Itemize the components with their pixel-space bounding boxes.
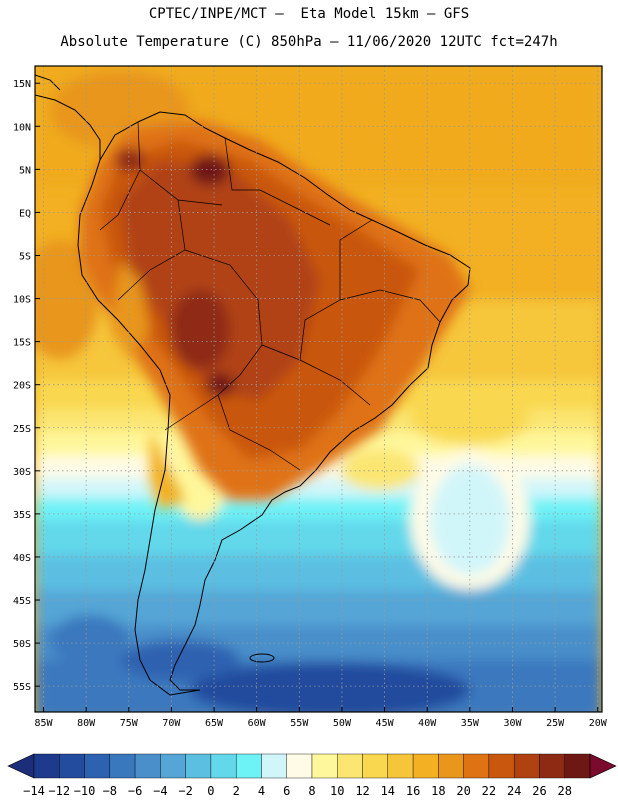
colorbar-label: 28 [558,784,572,798]
colorbar-swatch [438,753,464,779]
colorbar-label: −4 [153,784,167,798]
colorbar-swatch [84,753,111,779]
lon-tick-label: 40W [418,718,437,729]
lon-tick-label: 55W [290,718,309,729]
lon-tick-label: 45W [376,718,395,729]
chart-title-line1: CPTEC/INPE/MCT — Eta Model 15km — GFS [148,6,470,22]
map-frame [34,65,603,713]
lat-tick-label: 25S [13,424,31,435]
colorbar-swatch [362,753,389,779]
lat-tick-label: 10N [13,122,31,133]
colorbar-label: 14 [381,784,395,798]
colorbar-label: 0 [207,784,214,798]
lat-tick-label: 50S [13,639,31,650]
colorbar-swatch [539,753,565,779]
lon-tick-label: 25W [546,718,565,729]
lon-tick-label: 70W [162,718,181,729]
colorbar-swatch [412,753,439,779]
colorbar-swatch [261,753,287,779]
lon-tick-label: 30W [503,718,522,729]
colorbar-label: −8 [103,784,117,798]
colorbar-label: 24 [507,784,521,798]
colorbar-swatch [134,753,161,779]
lon-tick-label: 20W [589,718,608,729]
lat-tick-label: 45S [13,596,31,607]
colorbar-label: 26 [532,784,546,798]
colorbar-swatch [59,753,85,779]
central-america-outline [35,74,101,160]
colorbar-swatch [286,753,313,779]
falkland-islands [249,653,275,663]
colorbar-swatch [463,753,490,779]
colorbar-swatch [387,753,414,779]
lat-tick-label: EQ [19,208,31,219]
lon-tick-label: 35W [461,718,480,729]
colorbar-over-arrow [589,753,617,779]
colorbar-swatch [210,753,237,779]
colorbar-label: 20 [456,784,470,798]
colorbar-under-arrow [7,753,35,779]
lat-tick-label: 55S [13,682,31,693]
temperature-field [35,66,602,712]
lat-tick-label: 15N [13,79,31,90]
latitude-axis: 15N 10N 5N EQ 5S 10S 15S 20S 25S 30S 35S 40S 45S 50S 5… [13,79,40,693]
colorbar-swatch [185,753,212,779]
colorbar-label: −2 [178,784,192,798]
colorbar-swatch [564,753,591,779]
chart-title-line2: Absolute Temperature (C) 850hPa — 11/06/… [60,34,558,50]
lat-tick-label: 35S [13,510,31,521]
lon-tick-label: 60W [248,718,267,729]
gridlines [35,66,602,712]
continent-outline [77,111,471,696]
colorbar-label: 4 [258,784,265,798]
colorbar-swatch [311,753,338,779]
colorbar-label: −12 [48,784,70,798]
colorbar-swatch [513,753,540,779]
lon-tick-label: 75W [120,718,139,729]
colorbar-label: 6 [283,784,290,798]
lat-tick-label: 5N [19,165,31,176]
lon-tick-label: 80W [77,718,96,729]
lat-tick-label: 15S [13,338,31,349]
country-borders [99,121,441,471]
colorbar-label: −10 [74,784,96,798]
colorbar-label: 10 [330,784,344,798]
lon-tick-label: 85W [34,718,53,729]
colorbar-label: 22 [482,784,496,798]
colorbar-label: 8 [308,784,315,798]
colorbar-label: −14 [23,784,45,798]
colorbar-swatch [488,753,515,779]
lon-tick-label: 50W [333,718,352,729]
lat-tick-label: 5S [19,251,31,262]
colorbar-label: 18 [431,784,445,798]
colorbar: −14 −12 −10 −8 −6 −4 −2 0 2 4 6 8 10 12 14 16 18 20 22 24 26… [7,753,617,798]
lon-tick-label: 65W [205,718,224,729]
longitude-axis: 85W 80W 75W 70W 65W 60W 55W 50W 45W 40W 35W 30W 25W 2… [34,707,608,729]
colorbar-swatch [33,753,60,779]
colorbar-label: 12 [355,784,369,798]
lat-tick-label: 40S [13,553,31,564]
colorbar-swatch [109,753,136,779]
colorbar-label: −6 [128,784,142,798]
colorbar-swatch [235,753,262,779]
colorbar-label: 2 [233,784,240,798]
lat-tick-label: 30S [13,467,31,478]
lat-tick-label: 10S [13,295,31,306]
lat-tick-label: 20S [13,381,31,392]
colorbar-label: 16 [406,784,420,798]
colorbar-swatch [337,753,363,779]
colorbar-swatch [160,753,186,779]
